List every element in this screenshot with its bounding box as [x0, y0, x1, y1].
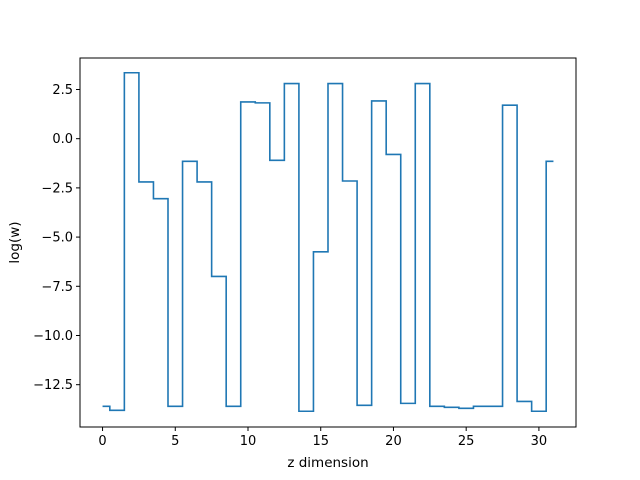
- x-tick-label: 20: [385, 434, 402, 449]
- y-axis-ticks: −12.5 −10.0 −7.5 −5.0 −2.5 0.0 2.5: [33, 83, 80, 393]
- x-tick-label: 5: [171, 434, 179, 449]
- x-tick-label: 10: [240, 434, 257, 449]
- y-tick-label: −5.0: [41, 231, 73, 246]
- y-tick-label: −10.0: [33, 329, 73, 344]
- x-tick-label: 0: [98, 434, 106, 449]
- x-tick-label: 15: [312, 434, 329, 449]
- y-axis-label: log(w): [7, 221, 23, 263]
- x-axis-label: z dimension: [287, 455, 368, 471]
- y-tick-label: 0.0: [52, 132, 73, 147]
- y-tick-label: 2.5: [52, 83, 73, 98]
- y-tick-label: −2.5: [41, 181, 73, 196]
- x-tick-label: 30: [531, 434, 548, 449]
- series-line: [102, 71, 554, 413]
- plot-frame: [79, 57, 577, 428]
- x-tick-label: 25: [458, 434, 475, 449]
- y-tick-label: −12.5: [33, 378, 73, 393]
- x-axis-ticks: 0 5 10 15 20 25 30: [98, 427, 547, 449]
- y-tick-label: −7.5: [41, 280, 73, 295]
